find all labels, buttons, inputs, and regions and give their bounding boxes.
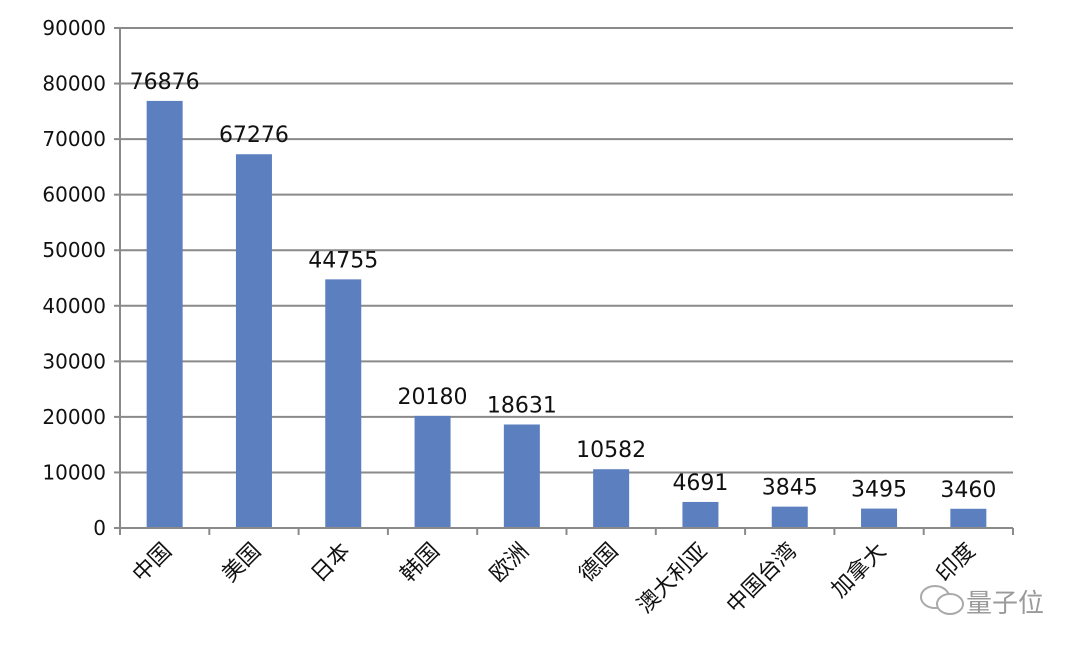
- data-label: 10582: [576, 438, 646, 463]
- bar: [235, 154, 272, 528]
- data-label: 20180: [398, 385, 468, 410]
- y-tick-label: 50000: [42, 238, 106, 262]
- data-label: 3460: [940, 478, 996, 503]
- bar: [503, 424, 540, 528]
- y-tick-label: 30000: [42, 349, 106, 373]
- x-tick-label: 德国: [575, 539, 624, 588]
- bar: [414, 415, 451, 528]
- data-label: 4691: [672, 471, 728, 496]
- bar: [593, 469, 630, 528]
- x-tick-label: 欧洲: [485, 539, 534, 588]
- bar: [771, 506, 808, 528]
- y-tick-label: 20000: [42, 405, 106, 429]
- y-tick-label: 60000: [42, 183, 106, 207]
- watermark-text: 量子位: [966, 589, 1044, 619]
- data-label: 3845: [762, 476, 818, 501]
- bar: [682, 501, 719, 528]
- x-tick-label: 中国台湾: [722, 539, 802, 619]
- x-tick-label: 加拿大: [826, 538, 891, 603]
- data-label: 67276: [219, 123, 289, 148]
- x-tick-label: 印度: [932, 539, 981, 588]
- y-tick-label: 40000: [42, 294, 106, 318]
- bar: [861, 508, 898, 528]
- y-tick-label: 0: [93, 516, 106, 540]
- x-tick-label: 中国: [128, 539, 177, 588]
- y-tick-label: 10000: [42, 460, 106, 484]
- x-tick-label: 日本: [307, 539, 356, 588]
- y-axis-ticks: 0 10000 20000 30000 40000 50000 60000 70000 8000…: [42, 16, 120, 540]
- y-tick-label: 90000: [42, 16, 106, 40]
- bars: 76876 67276 44755 20180 18631 10582 4691 3845 34…: [130, 70, 996, 529]
- x-tick-label: 澳大利亚: [633, 539, 713, 619]
- x-axis: [119, 28, 1014, 535]
- bar: [146, 100, 183, 529]
- y-tick-label: 80000: [42, 72, 106, 96]
- x-tick-label: 韩国: [396, 539, 445, 588]
- x-axis-labels: 中国 美国 日本 韩国 欧洲 德国 澳大利亚 中国台湾 加拿大 印度: [128, 538, 981, 619]
- data-label: 76876: [130, 70, 200, 95]
- wechat-icon: [920, 585, 964, 615]
- bar: [325, 279, 362, 528]
- watermark: 量子位: [920, 585, 1044, 619]
- data-label: 18631: [487, 393, 557, 418]
- x-tick-label: 美国: [217, 539, 266, 588]
- data-label: 3495: [851, 478, 907, 503]
- y-tick-label: 70000: [42, 127, 106, 151]
- data-label: 44755: [308, 248, 378, 273]
- bar: [950, 508, 987, 528]
